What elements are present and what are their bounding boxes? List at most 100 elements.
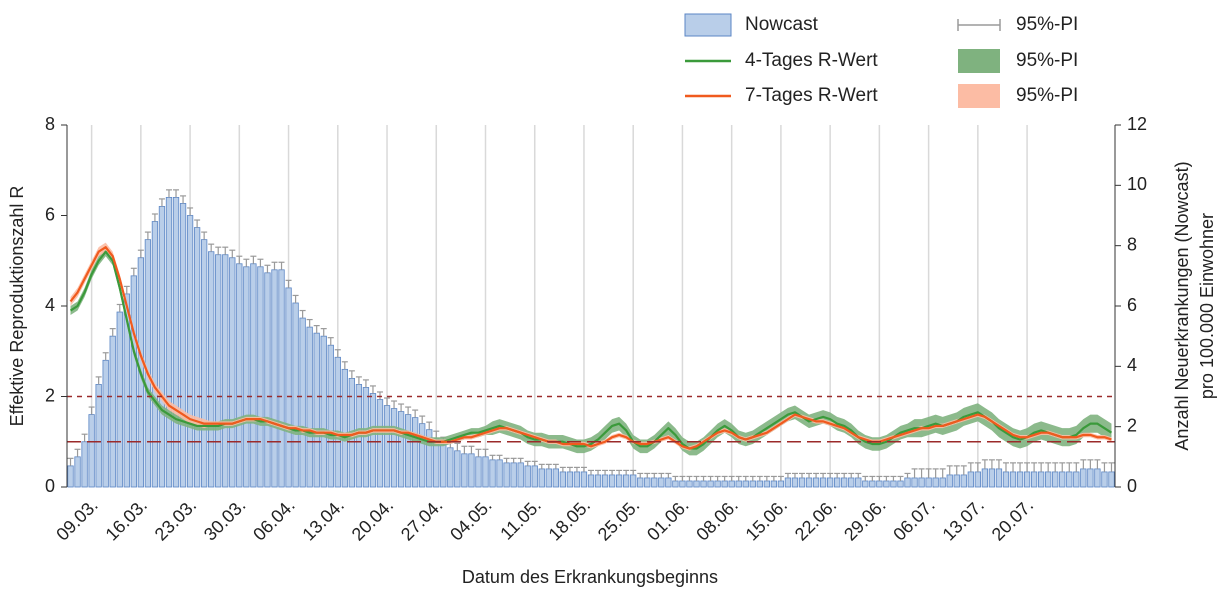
bar — [784, 477, 792, 488]
bar — [834, 477, 841, 488]
error-bar — [531, 460, 538, 466]
error-bar — [1080, 459, 1087, 469]
error-bar — [946, 465, 953, 475]
error-bar — [820, 472, 827, 478]
bar — [552, 468, 559, 488]
error-bar — [995, 459, 1002, 469]
bar — [419, 423, 426, 488]
error-bar — [250, 255, 257, 264]
bar — [151, 221, 159, 488]
bar — [974, 471, 981, 488]
error-bar — [74, 448, 81, 457]
bar — [250, 263, 257, 488]
bar — [707, 480, 714, 488]
bar — [637, 477, 644, 488]
y2-tick-label: 10 — [1127, 174, 1147, 194]
x-tick-label: 16.03. — [102, 495, 152, 545]
x-tick-label: 06.07. — [889, 495, 939, 545]
error-bar — [559, 466, 566, 472]
bar — [826, 477, 834, 488]
error-bar — [496, 454, 503, 460]
bar — [848, 477, 855, 488]
error-bar — [137, 249, 144, 258]
error-bar — [489, 454, 496, 460]
pi-band — [70, 242, 1112, 451]
error-bar — [1073, 462, 1080, 472]
bar — [172, 196, 180, 488]
error-bar — [925, 468, 932, 478]
error-bar — [1059, 462, 1066, 472]
error-bar — [728, 475, 735, 481]
x-tick-label: 30.03. — [200, 495, 250, 545]
bar — [862, 480, 869, 488]
legend-label: Nowcast — [745, 14, 819, 35]
error-bar — [1101, 462, 1108, 472]
bar — [791, 477, 799, 488]
bar — [601, 474, 609, 488]
x-tick-label: 27.04. — [397, 495, 447, 545]
error-bar — [763, 475, 770, 481]
bar — [918, 477, 925, 488]
error-bar — [1038, 462, 1045, 472]
x-tick-label: 18.05. — [545, 495, 595, 545]
error-bar — [911, 468, 918, 478]
bar — [243, 266, 250, 488]
bar — [1073, 471, 1080, 488]
bar — [763, 480, 770, 488]
error-bar — [454, 442, 461, 451]
y2-tick-label: 8 — [1127, 234, 1137, 254]
bar — [728, 480, 735, 488]
bar — [777, 480, 785, 488]
error-bar — [665, 472, 672, 478]
error-bar — [679, 475, 686, 481]
y-tick-label: 2 — [45, 385, 55, 405]
bar — [179, 203, 187, 488]
x-tick-label: 01.06. — [643, 495, 693, 545]
legend-swatch — [958, 49, 1000, 73]
error-bar — [341, 361, 348, 370]
error-bar — [658, 472, 665, 478]
bar — [102, 359, 109, 488]
bar — [440, 444, 447, 488]
error-bar — [461, 445, 468, 454]
bar — [390, 408, 398, 488]
x-tick-label: 20.07. — [988, 495, 1038, 545]
y-tick-label: 8 — [45, 114, 55, 134]
x-tick-label: 08.06. — [692, 495, 742, 545]
bar — [327, 344, 334, 488]
error-bar — [348, 370, 355, 379]
bar — [1052, 471, 1059, 488]
bar — [88, 414, 95, 488]
error-bar — [623, 469, 630, 475]
bar — [531, 465, 538, 488]
bar — [524, 465, 531, 488]
x-tick-label: 22.06. — [791, 495, 841, 545]
error-bar — [700, 475, 707, 481]
bar — [313, 332, 320, 488]
bar — [812, 477, 820, 488]
bar — [798, 477, 806, 488]
error-bar — [334, 349, 341, 358]
bar — [285, 287, 292, 488]
bar — [489, 459, 496, 488]
error-bar — [264, 264, 271, 273]
error-bar — [869, 475, 876, 481]
bar — [538, 468, 545, 488]
error-bar — [806, 472, 813, 478]
error-bar — [116, 303, 123, 313]
bar — [700, 480, 707, 488]
bar — [447, 447, 454, 488]
bar — [109, 335, 116, 488]
bar — [960, 474, 967, 488]
error-bar — [630, 469, 637, 475]
bar — [735, 480, 742, 488]
bar — [1101, 471, 1108, 488]
bar — [257, 266, 264, 488]
error-bar — [81, 433, 88, 442]
bar — [186, 215, 194, 488]
error-bar — [187, 207, 194, 216]
error-bar — [257, 258, 264, 267]
error-bar — [897, 475, 904, 481]
bar — [953, 474, 960, 488]
